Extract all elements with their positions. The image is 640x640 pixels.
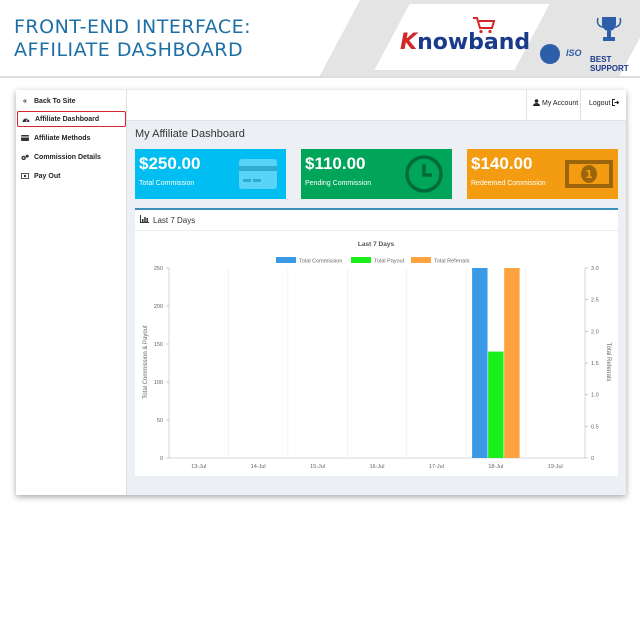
money-icon (21, 172, 29, 180)
x-tick-label: 13-Jul (191, 464, 206, 470)
y-tick-right: 1.5 (591, 361, 599, 367)
redeemed-commission-amount: $140.00 (471, 154, 533, 173)
bar-total-commission[interactable] (472, 268, 488, 458)
bar-total-payout[interactable] (488, 351, 504, 458)
x-tick-label: 14-Jul (251, 464, 266, 470)
seal-icon (540, 44, 560, 64)
y-tick-right: 0.5 (591, 424, 599, 430)
y-tick-right: 1.0 (591, 393, 599, 399)
x-tick-label: 15-Jul (310, 464, 325, 470)
trophy-icon (596, 17, 622, 41)
legend-label: Total Referrals (434, 259, 470, 265)
page-title: My Affiliate Dashboard (135, 128, 245, 140)
app-window: « Back To Site Affiliate Dashboard Affil… (16, 90, 626, 495)
sign-out-icon (612, 99, 620, 108)
last-7-days-chart: Last 7 Days Total Commission Total Payout… (143, 241, 611, 470)
pending-commission-label: Pending Commission (305, 180, 372, 187)
chart-title: Last 7 Days (358, 241, 395, 248)
y-tick-right: 2.0 (591, 329, 599, 335)
credit-card-icon (21, 134, 29, 142)
total-commission-label: Total Commission (139, 180, 195, 187)
my-account-link[interactable]: My Account (533, 99, 578, 108)
chart-legend: Total Commission Total Payout Total Referr… (276, 257, 470, 265)
knowband-logo: Knowband (400, 30, 531, 55)
sidebar: « Back To Site Affiliate Dashboard Affil… (16, 90, 127, 495)
my-account-label: My Account (542, 100, 579, 107)
sidebar-item-label: Pay Out (34, 172, 61, 180)
sidebar-item-pay-out[interactable]: Pay Out (17, 168, 126, 184)
dashboard-icon (22, 115, 30, 123)
top-navbar: My Account Logout (127, 90, 626, 121)
y-tick-left: 150 (154, 342, 163, 348)
y-tick-right: 2.5 (591, 298, 599, 304)
y-axis-left-label: Total Commission & Payout (143, 325, 149, 399)
svg-text:1: 1 (585, 168, 593, 181)
sidebar-item-label: Affiliate Methods (34, 134, 91, 142)
banner-divider (0, 76, 640, 78)
page-banner: FRONT-END INTERFACE: AFFILIATE DASHBOARD… (0, 0, 640, 78)
sidebar-item-affiliate-methods[interactable]: Affiliate Methods (17, 130, 126, 146)
pending-commission-card: $110.00 Pending Commission (301, 149, 452, 199)
y-tick-right: 0 (591, 456, 594, 462)
y-tick-left: 100 (154, 380, 163, 386)
legend-label: Total Commission (299, 259, 342, 265)
last-7-days-panel: Last 7 Days Last 7 Days Total Commission… (135, 208, 618, 476)
certification-badges: ISO (540, 14, 640, 70)
legend-swatch (411, 257, 431, 263)
panel-header: Last 7 Days (135, 210, 618, 231)
logout-label: Logout (589, 100, 611, 107)
y-tick-left: 200 (154, 304, 163, 310)
total-commission-amount: $250.00 (139, 154, 201, 173)
iso-badge: ISO (566, 48, 582, 58)
legend-swatch (351, 257, 371, 263)
chevron-left-icon: « (23, 97, 27, 105)
chart-grid (168, 268, 586, 459)
redeemed-commission-card: 1 $140.00 Redeemed Commission (467, 149, 618, 199)
user-icon (533, 99, 540, 108)
y-tick-left: 50 (157, 418, 163, 424)
best-support-badge: BEST SUPPORT (590, 55, 629, 73)
clock-icon (405, 155, 443, 193)
sidebar-item-label: Back To Site (34, 97, 76, 105)
sidebar-item-label: Commission Details (34, 153, 101, 161)
redeemed-commission-label: Redeemed Commission (471, 180, 546, 187)
bar-total-referrals[interactable] (504, 268, 520, 458)
logout-link[interactable]: Logout (589, 99, 621, 108)
pending-commission-amount: $110.00 (305, 154, 366, 173)
x-tick-label: 19-Jul (548, 464, 563, 470)
panel-title: Last 7 Days (153, 215, 196, 225)
legend-swatch (276, 257, 296, 263)
x-tick-label: 18-Jul (488, 464, 503, 470)
navbar-divider (526, 90, 527, 121)
sidebar-item-back-to-site[interactable]: « Back To Site (17, 93, 126, 109)
y-tick-left: 0 (160, 456, 163, 462)
cogs-icon (21, 153, 29, 161)
cart-icon (473, 17, 496, 34)
x-tick-label: 17-Jul (429, 464, 444, 470)
sidebar-item-label: Affiliate Dashboard (35, 115, 100, 123)
banner-title: FRONT-END INTERFACE: AFFILIATE DASHBOARD (14, 16, 252, 61)
navbar-divider (580, 90, 581, 121)
chart-bars (472, 268, 520, 458)
sidebar-item-affiliate-dashboard[interactable]: Affiliate Dashboard (17, 111, 126, 127)
x-tick-label: 16-Jul (370, 464, 385, 470)
money-icon: 1 (565, 160, 613, 188)
legend-label: Total Payout (374, 259, 405, 265)
y-tick-left: 250 (154, 266, 163, 272)
sidebar-item-commission-details[interactable]: Commission Details (17, 149, 126, 165)
y-axis-right-label: Total Referrals (605, 343, 611, 382)
y-tick-right: 3.0 (591, 266, 599, 272)
total-commission-card: $250.00 Total Commission (135, 149, 286, 199)
credit-card-icon (239, 159, 277, 189)
chart-ticks: 0 50 100 150 200 250 0 0.5 1.0 1.5 2.0 2.5 3.0 13-Jul… (154, 266, 599, 470)
bar-chart-icon (140, 215, 149, 225)
